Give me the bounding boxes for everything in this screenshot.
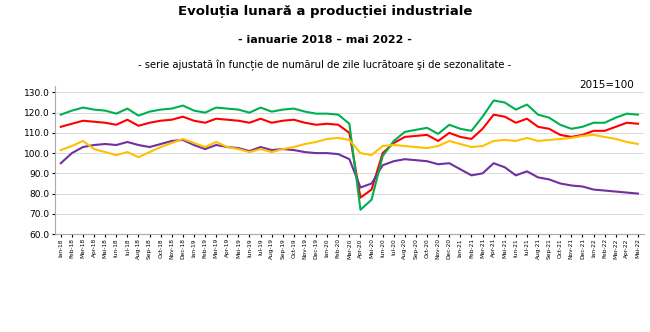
Text: Evoluția lunară a producției industriale: Evoluția lunară a producției industriale (178, 5, 472, 18)
Text: - serie ajustată în funcție de numărul de zile lucrătoare şi de sezonalitate -: - serie ajustată în funcție de numărul d… (138, 60, 512, 71)
Text: 2015=100: 2015=100 (579, 80, 634, 90)
Text: - ianuarie 2018 – mai 2022 -: - ianuarie 2018 – mai 2022 - (238, 35, 412, 45)
